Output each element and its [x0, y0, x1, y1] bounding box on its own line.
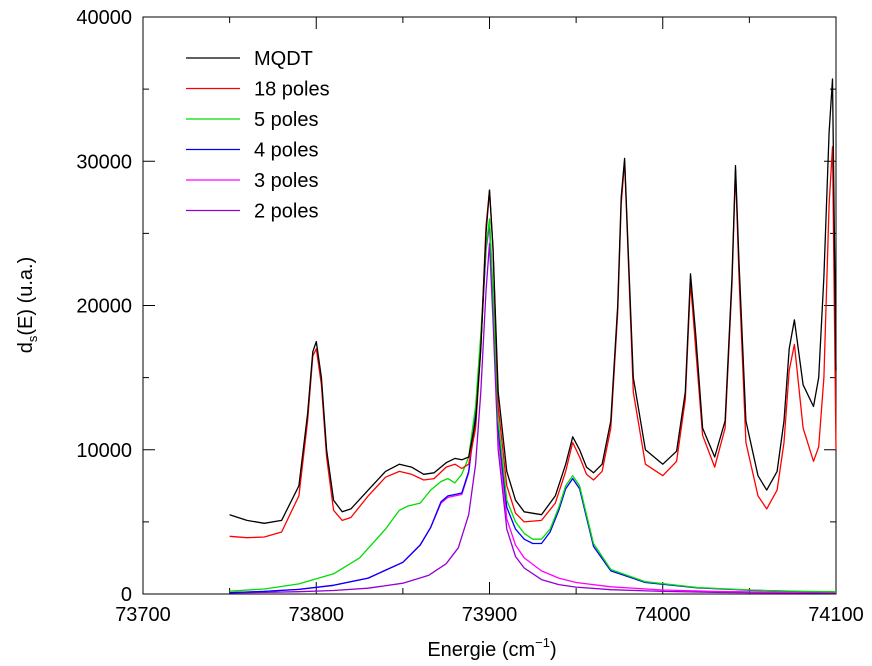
axes — [142, 16, 837, 595]
series-line-mqdt — [229, 78, 837, 524]
plot-frame — [142, 16, 837, 595]
series-line-2-poles — [229, 242, 837, 594]
y-tick-label: 20000 — [76, 296, 132, 318]
y-tick-label: 30000 — [76, 151, 132, 173]
legend: MQDT 18 poles 5 poles 4 poles 3 poles 2 poles — [186, 48, 330, 223]
legend-label: 5 poles — [254, 109, 319, 131]
y-axis-label: ds(E) (u.a.) — [15, 257, 40, 354]
legend-label: 3 poles — [254, 170, 319, 192]
legend-label: 4 poles — [254, 140, 319, 162]
legend-label: 2 poles — [254, 201, 319, 223]
series-line-18-poles — [229, 146, 837, 539]
x-tick-label: 73800 — [288, 604, 344, 626]
x-tick-label: 73900 — [462, 604, 518, 626]
x-axis-label: Energie (cm−1) — [427, 635, 556, 661]
tick-labels: 73700 73800 73900 74000 74100 0 10000 20000 3000… — [76, 7, 863, 626]
series-layer — [229, 78, 837, 594]
x-tick-label: 74000 — [635, 604, 691, 626]
y-tick-label: 10000 — [76, 440, 132, 462]
legend-label: MQDT — [254, 48, 313, 70]
series-line-4-poles — [229, 221, 837, 594]
series-line-5-poles — [229, 218, 837, 593]
x-tick-label: 73700 — [115, 604, 171, 626]
legend-label: 18 poles — [254, 79, 330, 101]
x-tick-label: 74100 — [808, 604, 864, 626]
y-tick-label: 40000 — [76, 7, 132, 29]
y-tick-label: 0 — [121, 584, 132, 606]
